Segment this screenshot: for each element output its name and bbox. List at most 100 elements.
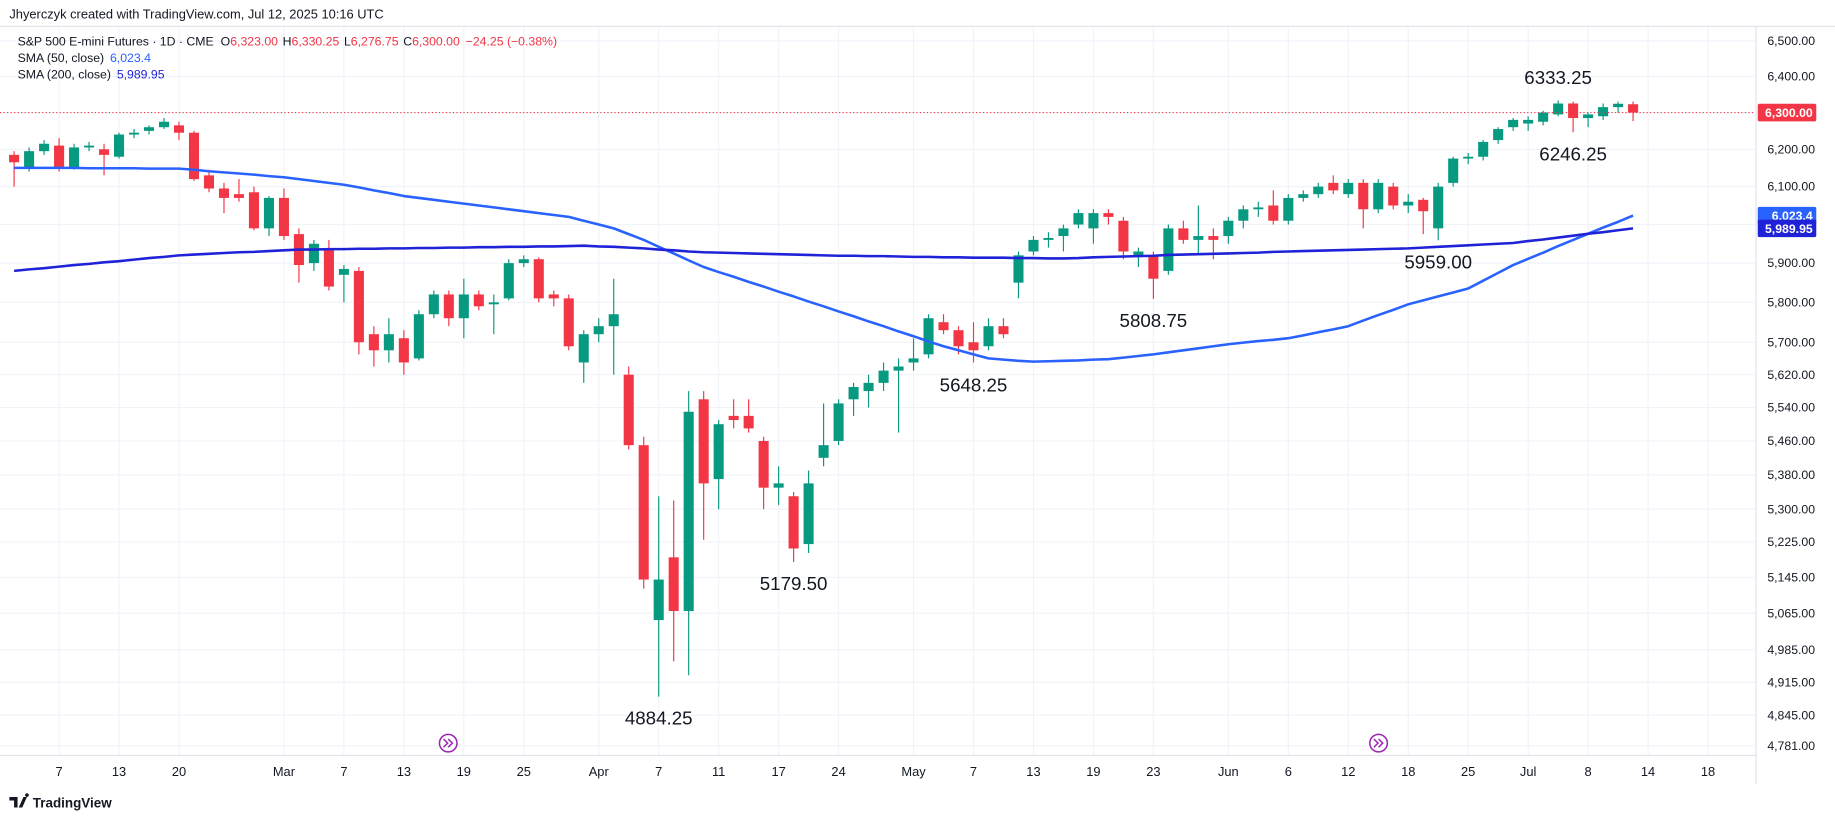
candle-body [1493,129,1504,141]
candle-body [488,302,499,305]
ohlc-value: 6,300.00 [412,35,460,49]
candle-body [1583,114,1594,119]
y-tick-label: 6,100.00 [1767,180,1815,194]
candle-body [1478,141,1489,157]
candle-body [878,370,889,383]
candle-body [143,127,155,131]
candle-body [998,326,1009,335]
candle-body [893,366,904,371]
ohlc-key: O [221,35,231,49]
candle-body [188,132,200,180]
event-icon[interactable] [438,733,458,753]
y-tick-label: 5,225.00 [1767,535,1815,549]
legend-title: S&P 500 E-mini Futures · 1D · CME [18,35,214,49]
legend-main: S&P 500 E-mini Futures · 1D · CME O6,323.… [18,35,557,49]
candle-body [428,294,439,315]
ohlc-key: L [344,35,351,49]
sma-line [13,227,1634,273]
candle-body [248,192,259,229]
sma-badge: 6,023.4 [1772,209,1813,223]
candle-body [563,298,574,347]
candle-body [818,445,829,458]
candle-body [84,145,95,148]
x-tick-label: 7 [970,764,977,779]
x-tick-label: Jun [1218,764,1239,779]
y-tick-label: 5,380.00 [1767,468,1815,482]
candle-body [683,411,694,612]
x-tick-label: 14 [1641,764,1655,779]
credit: Jhyerczyk created with TradingView.com, … [9,7,383,22]
candle-body [1298,194,1309,198]
x-tick-label: 23 [1146,764,1160,779]
ohlc-change: −24.25 (−0.38%) [466,35,557,49]
x-tick-label: May [901,764,926,779]
candle-body [39,143,50,152]
sma-name: SMA (200, close) [18,67,111,81]
x-tick-label: 11 [712,764,725,779]
candle-body [1463,156,1474,159]
candle-body [1088,213,1099,229]
candle-body [1103,213,1114,217]
candle-body [1043,237,1054,240]
candle-body [758,440,769,488]
candle-body [1433,186,1444,229]
candle-body [338,268,349,275]
event-icon[interactable] [1369,733,1389,753]
candle-body [773,483,784,488]
x-tick-label: 25 [517,764,531,779]
price-annotation: 5808.75 [1120,310,1188,331]
candle-body [1073,213,1084,225]
candle-body [398,338,409,363]
x-tick-label: Apr [589,764,610,779]
sma-value: 6,023.4 [110,51,151,65]
y-tick-label: 4,781.00 [1767,739,1815,753]
x-tick-label: 25 [1461,764,1475,779]
candle-body [1148,255,1159,279]
candle-body [1028,239,1039,252]
sma-value: 5,989.95 [117,67,165,81]
candle-body [1538,112,1549,122]
candle-body [728,415,739,421]
ohlc-key: H [283,35,292,49]
y-tick-label: 5,540.00 [1767,401,1815,415]
y-tick-label: 6,500.00 [1767,34,1815,48]
candle-body [1313,186,1324,195]
candle-body [908,358,919,363]
candle-body [1403,201,1414,206]
candle-body [1133,251,1144,256]
candle-body [863,382,874,392]
candle-body [368,334,379,351]
candle-body [638,445,649,580]
candle-body [353,270,364,343]
candle-body [608,314,619,327]
candle-body [938,322,949,331]
candle-body [1568,103,1579,119]
candle-body [848,386,859,400]
ohlc-value: 6,330.25 [292,35,340,49]
candle-body [1553,103,1564,115]
candle-body [953,330,964,347]
candle-body [1223,220,1234,237]
candle-body [129,132,140,135]
x-tick-label: 19 [1086,764,1100,779]
x-tick-label: 8 [1585,764,1592,779]
price-annotation: 5959.00 [1404,251,1472,272]
candle-body [1418,199,1429,212]
y-tick-label: 5,300.00 [1767,502,1815,516]
x-tick-label: 13 [397,764,411,779]
candle-body [803,483,814,545]
last-price-badge: 6,300.00 [1765,106,1813,120]
last-price-badge-bg [1757,103,1817,122]
y-tick-label: 5,700.00 [1767,335,1815,349]
price-annotation: 4884.25 [625,708,693,729]
candle-body [54,145,65,168]
candle-body [458,294,469,319]
candle-body [1448,158,1459,183]
candle-body [968,342,979,351]
x-tick-label: 19 [457,764,471,779]
candle-body [308,243,319,264]
candle-body [1013,255,1024,283]
y-tick-label: 5,145.00 [1767,570,1815,584]
candle-body [833,403,844,441]
